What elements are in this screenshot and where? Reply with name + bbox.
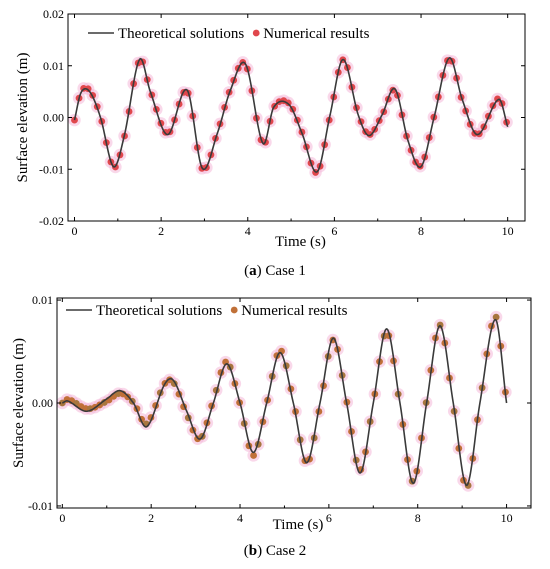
panel-b-legend: Theoretical solutions Numerical results bbox=[66, 303, 348, 319]
panel-a-caption-letter: a bbox=[249, 263, 257, 279]
panel-a-caption-text: Case 1 bbox=[262, 263, 306, 279]
panel-a: 0 2 4 6 8 10 -0.02-0.010.000.010.02 Time (s) … bbox=[15, 7, 526, 279]
panel-a-points bbox=[71, 56, 510, 176]
y-tick-label: 0.01 bbox=[32, 293, 53, 307]
x-tick-label: 6 bbox=[331, 224, 337, 238]
panel-b-legend-point-swatch bbox=[230, 306, 238, 314]
panel-b-y-label: Surface elevation (m) bbox=[11, 338, 27, 468]
y-tick-label: -0.02 bbox=[39, 214, 64, 228]
x-tick-label: 4 bbox=[245, 224, 251, 238]
panel-b: 0 2 4 6 8 10 -0.01 0.00 0.01 Time (s) Surface e… bbox=[11, 293, 532, 559]
x-tick-label: 2 bbox=[158, 224, 164, 238]
panel-b-caption: (b) Case 2 bbox=[244, 543, 307, 559]
data-point bbox=[84, 85, 92, 93]
y-tick-label: 0.00 bbox=[43, 111, 64, 125]
data-point bbox=[250, 452, 257, 459]
panel-a-legend: Theoretical solutions Numerical results bbox=[88, 26, 370, 42]
panel-b-legend-numerical: Numerical results bbox=[241, 303, 347, 319]
panel-b-caption-letter: b bbox=[249, 543, 257, 559]
x-tick-label: 10 bbox=[501, 511, 513, 525]
y-tick-label: -0.01 bbox=[28, 499, 53, 513]
panel-a-y-ticks: -0.02 -0.01 0.00 0.01 0.02 bbox=[39, 7, 525, 228]
data-point bbox=[464, 482, 472, 489]
x-tick-label: 8 bbox=[418, 224, 424, 238]
panel-a-theory-line bbox=[73, 57, 509, 173]
panel-b-caption-text: Case 2 bbox=[262, 543, 306, 559]
panel-b-x-ticks: 0 2 4 6 8 10 bbox=[59, 298, 513, 525]
panel-b-legend-theory: Theoretical solutions bbox=[96, 303, 222, 319]
panel-a-x-label: Time (s) bbox=[275, 234, 326, 250]
data-point bbox=[494, 95, 501, 103]
x-tick-label: 0 bbox=[71, 224, 77, 238]
data-point bbox=[492, 313, 500, 321]
panel-a-legend-numerical: Numerical results bbox=[263, 26, 369, 42]
y-tick-label: 0.00 bbox=[32, 396, 53, 410]
panel-b-theory-line bbox=[61, 318, 508, 487]
panel-a-legend-point-swatch bbox=[252, 29, 260, 37]
y-tick-label: 0.02 bbox=[43, 7, 64, 21]
y-tick-label: -0.01 bbox=[39, 162, 64, 176]
panel-b-x-label: Time (s) bbox=[273, 517, 324, 533]
x-tick-label: 4 bbox=[237, 511, 243, 525]
x-tick-label: 2 bbox=[148, 511, 154, 525]
panel-b-y-ticks: -0.01 0.00 0.01 bbox=[28, 293, 531, 513]
x-tick-label: 6 bbox=[326, 511, 332, 525]
x-tick-label: 10 bbox=[502, 224, 514, 238]
panel-a-y-label: Surface elevation (m) bbox=[15, 53, 31, 183]
panel-a-caption: (a) Case 1 bbox=[244, 263, 306, 279]
y-tick-label: 0.01 bbox=[43, 59, 64, 73]
panel-a-legend-theory: Theoretical solutions bbox=[118, 26, 244, 42]
panel-a-x-ticks: 0 2 4 6 8 10 bbox=[71, 14, 514, 238]
x-tick-label: 8 bbox=[415, 511, 421, 525]
x-tick-label: 0 bbox=[59, 511, 65, 525]
